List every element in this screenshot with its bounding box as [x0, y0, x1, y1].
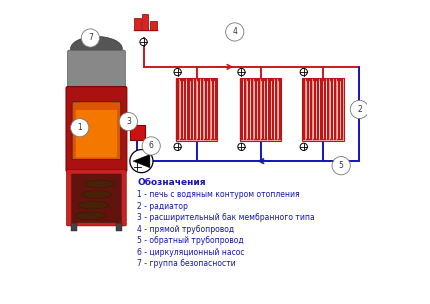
Bar	[183, 79, 186, 140]
Circle shape	[71, 119, 89, 137]
Bar	[330, 79, 333, 140]
Circle shape	[226, 23, 244, 41]
Bar	[261, 79, 264, 140]
Bar	[187, 79, 190, 140]
Text: 4: 4	[232, 27, 237, 36]
Circle shape	[332, 157, 350, 175]
Ellipse shape	[75, 212, 105, 219]
Ellipse shape	[71, 36, 122, 61]
Text: 4 - прямой трубопровод: 4 - прямой трубопровод	[138, 225, 235, 234]
Bar	[327, 79, 329, 140]
FancyBboxPatch shape	[76, 110, 117, 157]
Bar	[130, 125, 145, 140]
Circle shape	[350, 100, 369, 119]
Circle shape	[174, 143, 181, 150]
Text: 7: 7	[88, 33, 93, 43]
Bar	[240, 78, 281, 141]
Circle shape	[140, 38, 147, 46]
Text: 3 - расширительный бак мембранного типа: 3 - расширительный бак мембранного типа	[138, 213, 315, 222]
Text: 3: 3	[126, 117, 131, 126]
Bar	[214, 79, 217, 140]
Bar	[71, 223, 77, 231]
Circle shape	[81, 29, 99, 47]
Ellipse shape	[78, 201, 109, 209]
Bar	[135, 18, 141, 30]
Bar	[207, 79, 210, 140]
Bar	[320, 79, 322, 140]
Bar	[176, 78, 218, 141]
FancyBboxPatch shape	[66, 87, 127, 172]
FancyBboxPatch shape	[72, 102, 121, 160]
Bar	[271, 79, 274, 140]
Bar	[204, 79, 207, 140]
Bar	[240, 79, 243, 140]
Bar	[211, 79, 214, 140]
Circle shape	[142, 137, 160, 155]
Bar	[302, 78, 344, 141]
Text: Обозначения: Обозначения	[138, 178, 206, 187]
Text: 7 - группа безопасности: 7 - группа безопасности	[138, 259, 236, 268]
Bar	[247, 79, 250, 140]
Bar	[310, 79, 312, 140]
Text: 1: 1	[77, 123, 82, 132]
Bar	[313, 79, 316, 140]
Text: 6: 6	[149, 141, 154, 150]
Text: 5 - обратный трубопровод: 5 - обратный трубопровод	[138, 236, 244, 245]
Bar	[337, 79, 340, 140]
Ellipse shape	[81, 191, 112, 199]
Bar	[142, 14, 148, 30]
Polygon shape	[133, 154, 150, 168]
Bar	[116, 223, 122, 231]
Text: 5: 5	[339, 161, 344, 170]
Bar	[176, 79, 179, 140]
Bar	[306, 79, 309, 140]
Bar	[240, 78, 281, 141]
Bar	[254, 79, 257, 140]
Bar	[275, 79, 277, 140]
Bar	[303, 79, 305, 140]
Bar	[251, 79, 253, 140]
Bar	[176, 78, 218, 141]
Circle shape	[238, 68, 245, 76]
Text: 2 - радиатор: 2 - радиатор	[138, 202, 188, 211]
Bar	[180, 79, 183, 140]
Text: 6 - циркуляционный насос: 6 - циркуляционный насос	[138, 248, 245, 257]
Bar	[197, 79, 200, 140]
Text: 1 - печь с водяным контуром отопления: 1 - печь с водяным контуром отопления	[138, 190, 300, 199]
Bar	[302, 78, 344, 141]
Bar	[150, 21, 157, 30]
Bar	[268, 79, 270, 140]
Bar	[316, 79, 319, 140]
Bar	[323, 79, 326, 140]
Bar	[244, 79, 246, 140]
Text: 2: 2	[357, 105, 362, 114]
Circle shape	[300, 68, 307, 76]
FancyBboxPatch shape	[67, 169, 126, 226]
FancyBboxPatch shape	[71, 174, 122, 223]
Circle shape	[300, 143, 307, 150]
Circle shape	[130, 150, 153, 173]
Bar	[341, 79, 343, 140]
Bar	[194, 79, 197, 140]
Bar	[200, 79, 203, 140]
Circle shape	[134, 163, 141, 170]
FancyBboxPatch shape	[68, 50, 125, 90]
Circle shape	[119, 112, 138, 131]
Ellipse shape	[84, 180, 115, 188]
Bar	[190, 79, 193, 140]
Bar	[264, 79, 267, 140]
Bar	[258, 79, 260, 140]
Bar	[278, 79, 281, 140]
Bar	[334, 79, 336, 140]
Circle shape	[238, 143, 245, 150]
Circle shape	[174, 68, 181, 76]
